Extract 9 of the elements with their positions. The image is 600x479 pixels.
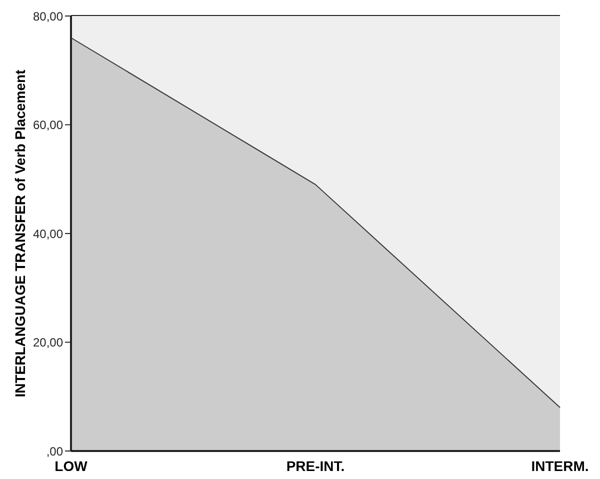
y-tick-label: 20,00	[32, 336, 64, 350]
y-tick-label: 80,00	[32, 9, 64, 24]
y-tick-label: 60,00	[32, 118, 64, 132]
x-tick-label: PRE-INT.	[286, 458, 345, 474]
x-tick-label: INTERM.	[531, 458, 589, 474]
y-tick-label: 40,00	[32, 226, 64, 241]
y-tick-label: ,00	[46, 444, 64, 458]
y-axis-title: INTERLANGUAGE TRANSFER of Verb Placement	[12, 69, 28, 398]
x-tick-label: LOW	[54, 458, 88, 474]
